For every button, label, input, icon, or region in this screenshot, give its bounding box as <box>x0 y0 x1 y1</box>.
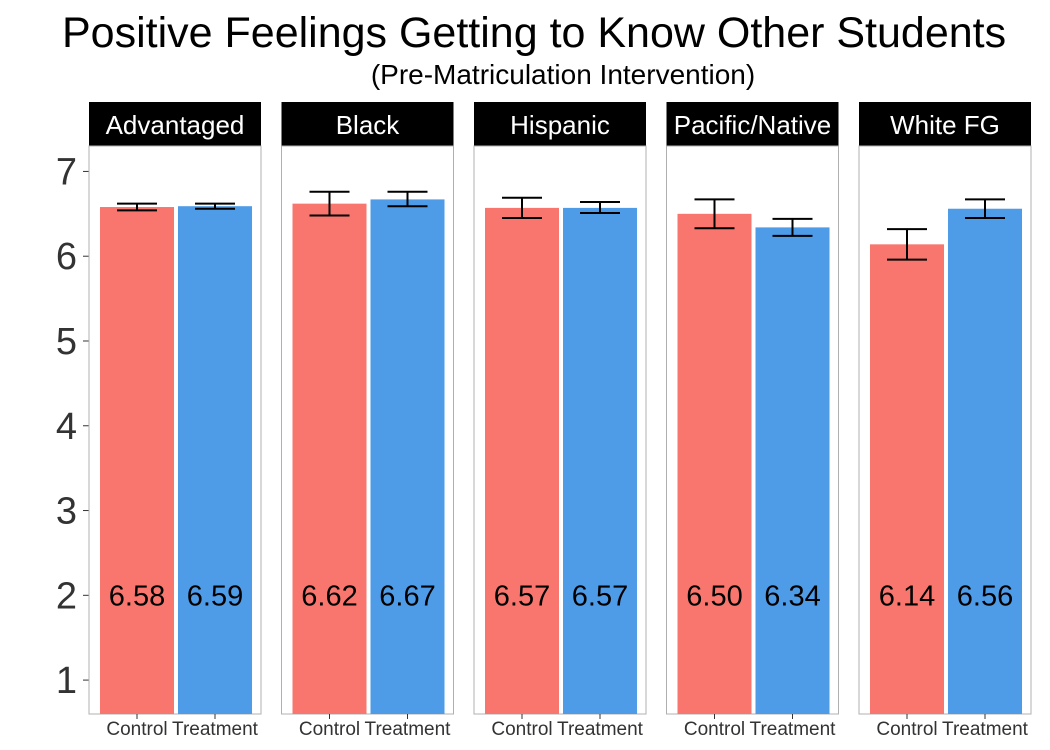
bar <box>870 244 944 714</box>
x-tick-label: Treatment <box>750 719 837 740</box>
y-tick-label: 5 <box>56 321 77 363</box>
x-tick-label: Treatment <box>365 719 452 740</box>
x-tick-label: Control <box>299 719 360 740</box>
bar <box>677 213 752 714</box>
bar <box>485 207 559 714</box>
x-tick-label: Treatment <box>942 719 1029 740</box>
facet-panel: Pacific/Native 6.50 Control 6.34 Treatment <box>666 102 839 740</box>
y-tick-label: 6 <box>56 236 77 278</box>
y-axis: 1 2 3 4 5 6 7 <box>56 151 89 702</box>
y-tick-label: 1 <box>56 660 77 702</box>
data-label: 6.14 <box>879 580 935 612</box>
facet-strip <box>859 102 1031 146</box>
panel-border <box>473 145 647 715</box>
facet-panel: Hispanic 6.57 Control 6.57 Treatment <box>473 102 647 740</box>
y-tick-label: 3 <box>56 491 77 533</box>
facet-panel: White FG 6.14 Control 6.56 Treatment <box>858 102 1032 740</box>
bar <box>755 227 830 714</box>
y-tick-label: 7 <box>56 151 77 193</box>
bar <box>563 207 637 714</box>
data-label: 6.67 <box>379 580 435 612</box>
chart-title: Positive Feelings Getting to Know Other … <box>62 9 1006 57</box>
panel-border <box>666 145 839 715</box>
facet-label: Black <box>336 110 401 140</box>
data-label: 6.58 <box>109 580 165 612</box>
x-tick-label: Control <box>876 719 937 740</box>
data-label: 6.62 <box>301 580 357 612</box>
panel-border <box>858 145 1032 715</box>
facet-label: Pacific/Native <box>674 110 832 140</box>
facet-label: Advantaged <box>106 110 245 140</box>
facet-strip <box>281 102 454 146</box>
data-label: 6.57 <box>494 580 550 612</box>
facet-panel: Black 6.62 Control 6.67 Treatment <box>281 102 454 740</box>
y-tick-label: 4 <box>56 406 77 448</box>
facet-strip <box>474 102 646 146</box>
bar <box>948 208 1022 715</box>
data-label: 6.57 <box>572 580 628 612</box>
bar <box>292 203 367 714</box>
x-tick-label: Treatment <box>557 719 644 740</box>
facet-panel: Advantaged 6.58 Control 6.59 Treatment <box>88 102 262 740</box>
x-tick-label: Control <box>106 719 167 740</box>
facet-label: Hispanic <box>510 110 610 140</box>
chart-subtitle: (Pre-Matriculation Intervention) <box>371 59 755 90</box>
panel-border <box>88 145 262 715</box>
x-tick-label: Treatment <box>172 719 259 740</box>
facet-strip <box>666 102 839 146</box>
data-label: 6.50 <box>686 580 742 612</box>
x-tick-label: Control <box>684 719 745 740</box>
facet-strip <box>89 102 261 146</box>
bar <box>100 207 174 714</box>
data-label: 6.56 <box>957 580 1013 612</box>
x-tick-label: Control <box>491 719 552 740</box>
facet-label: White FG <box>890 110 1000 140</box>
panels: Advantaged 6.58 Control 6.59 Treatment Black 6… <box>88 102 1032 740</box>
data-label: 6.59 <box>187 580 243 612</box>
panel-border <box>281 145 454 715</box>
bar <box>178 206 252 714</box>
y-tick-label: 2 <box>56 575 77 617</box>
data-label: 6.34 <box>764 580 820 612</box>
bar <box>370 199 445 715</box>
